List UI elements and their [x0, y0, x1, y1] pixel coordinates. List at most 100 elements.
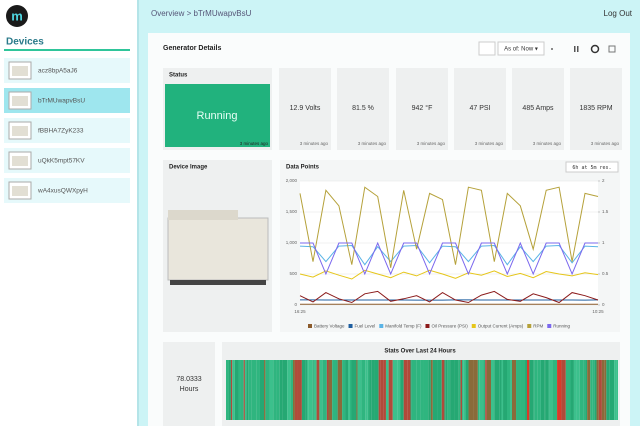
stats-stripe: [248, 360, 252, 420]
stats-stripe: [437, 360, 441, 420]
stats-stripe: [459, 360, 461, 420]
stats-stripe: [448, 360, 450, 420]
stats-stripe: [342, 360, 345, 420]
stats-stripe: [389, 360, 393, 420]
stats-stripe: [491, 360, 494, 420]
stats-stripe: [574, 360, 576, 420]
y-tick-label: 1,500: [286, 209, 298, 214]
stats-stripe: [512, 360, 516, 420]
stats-stripe: [336, 360, 337, 420]
stats-stripe: [270, 360, 273, 420]
as-of-label[interactable]: As of: Now ▾: [504, 47, 538, 53]
metric-updated: 3 minutes ago: [417, 141, 446, 146]
legend-label: Manifold Temp (F): [385, 324, 422, 329]
stats-stripe: [229, 360, 231, 420]
device-thumb-body: [12, 186, 28, 196]
stats-stripe: [356, 360, 357, 420]
stats-stripe: [546, 360, 549, 420]
stats-stripe: [307, 360, 309, 420]
stats-stripe: [541, 360, 544, 420]
stats-stripe: [260, 360, 264, 420]
stats-stripe: [355, 360, 356, 420]
device-name[interactable]: wA4xusQWXpyH: [37, 188, 88, 195]
stats-stripe: [584, 360, 585, 420]
stats-stripe: [604, 360, 606, 420]
stats-stripe: [383, 360, 386, 420]
stats-stripe: [534, 360, 535, 420]
metric-value: 81.5 %: [352, 105, 374, 112]
status-title: Status: [169, 73, 188, 79]
stats-stripe: [580, 360, 584, 420]
y-tick-label: 500: [289, 271, 297, 276]
metric-updated: 3 minutes ago: [358, 141, 387, 146]
stats-stripe: [252, 360, 257, 420]
stats-stripe: [379, 360, 380, 420]
total-value: 78.0333: [176, 376, 201, 383]
metric-value: 47 PSI: [469, 105, 490, 112]
stats-stripe: [306, 360, 307, 420]
metric-updated: 3 minutes ago: [533, 141, 562, 146]
sidebar-title: Devices: [6, 37, 44, 48]
stats-stripe: [548, 360, 549, 420]
stats-stripe: [444, 360, 445, 420]
legend-label: RPM: [533, 324, 543, 329]
stats-stripe: [293, 360, 295, 420]
stats-stripe: [503, 360, 507, 420]
stats-stripe: [587, 360, 590, 420]
stats-stripe: [478, 360, 479, 420]
device-thumb-body: [12, 126, 28, 136]
breadcrumb[interactable]: Overview > bTrMUwapvBsU: [151, 9, 252, 18]
stats-stripe: [332, 360, 336, 420]
stats-stripe: [240, 360, 243, 420]
sidebar-title-underline: [4, 49, 130, 51]
stats-stripe: [576, 360, 579, 420]
resolution-label[interactable]: 6h at 5m res.: [572, 165, 611, 171]
stats-stripe: [502, 360, 503, 420]
stats-stripe: [431, 360, 433, 420]
stats-stripe: [297, 360, 302, 420]
stats-stripe: [473, 360, 478, 420]
device-thumb-body: [12, 96, 28, 106]
device-name[interactable]: fBBHA7ZyK233: [38, 128, 84, 135]
stats-stripe: [400, 360, 403, 420]
stats-stripe: [593, 360, 595, 420]
stats-stripe: [348, 360, 350, 420]
stats-stripe: [290, 360, 293, 420]
metric-updated: 3 minutes ago: [591, 141, 620, 146]
sidebar-border: [137, 0, 139, 426]
device-name[interactable]: uQkK5mpt57KV: [38, 158, 85, 165]
more-icon[interactable]: [551, 48, 553, 50]
stats-title: Stats Over Last 24 Hours: [384, 349, 456, 355]
stats-stripe: [345, 360, 348, 420]
stats-stripe: [520, 360, 525, 420]
stats-stripe: [265, 360, 270, 420]
stats-stripe: [590, 360, 592, 420]
stats-stripe: [599, 360, 602, 420]
stats-stripe: [557, 360, 561, 420]
logout[interactable]: Log Out: [604, 9, 633, 18]
stats-stripe: [525, 360, 527, 420]
pause-icon[interactable]: [574, 46, 576, 52]
metric-updated: 3 minutes ago: [300, 141, 329, 146]
stats-stripe: [226, 360, 229, 420]
pause-icon: [577, 46, 579, 52]
legend-swatch: [379, 324, 383, 328]
stats-stripe: [614, 360, 617, 420]
stats-stripe: [485, 360, 487, 420]
stats-stripe: [610, 360, 614, 420]
stats-stripe: [454, 360, 459, 420]
stats-stripe: [469, 360, 474, 420]
stats-stripe: [231, 360, 232, 420]
back-button[interactable]: [479, 42, 495, 55]
stats-stripe: [313, 360, 314, 420]
stats-stripe: [423, 360, 428, 420]
status-updated: 3 minutes ago: [240, 141, 269, 146]
panel-title: Generator Details: [163, 45, 221, 52]
device-name[interactable]: acz8bpA5aJ6: [38, 68, 78, 75]
stats-stripe: [483, 360, 485, 420]
stats-stripe: [350, 360, 352, 420]
stats-stripe: [507, 360, 510, 420]
device-name[interactable]: bTrMUwapvBsU: [38, 98, 85, 105]
stats-stripe: [538, 360, 541, 420]
